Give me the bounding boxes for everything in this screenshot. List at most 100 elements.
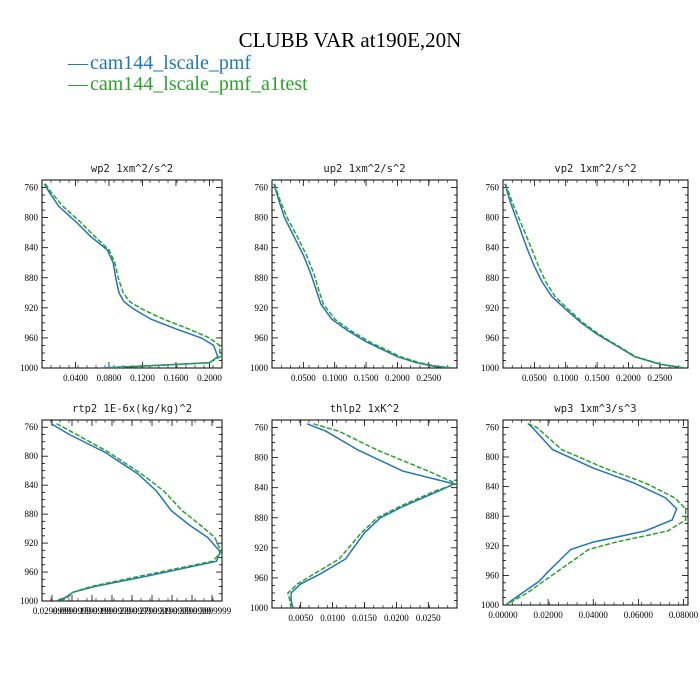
y-tick-label: 800	[486, 213, 500, 223]
subplot-title: thlp2 1xK^2	[330, 403, 400, 415]
x-tick-label: 0.1000	[553, 373, 578, 383]
y-tick-label: 920	[486, 541, 500, 551]
y-tick-label: 1000	[20, 363, 39, 373]
y-tick-label: 760	[255, 183, 269, 193]
y-tick-label: 800	[25, 213, 39, 223]
y-tick-label: 1000	[250, 363, 269, 373]
subplot-3: vp2 1xm^2/s^2 760 800 840 880 920 960 1000 0.050…	[481, 163, 689, 383]
x-tick-label: 0.1000	[322, 373, 347, 383]
series-line-pmf	[290, 423, 457, 608]
series-line-a1test	[287, 423, 457, 608]
y-tick-label: 840	[255, 243, 269, 253]
legend-label: cam144_lscale_pmf_a1test	[90, 73, 308, 95]
x-tick-label: 0.1999999	[93, 606, 132, 616]
x-tick-label: 0.2399999	[113, 606, 152, 616]
x-tick-label: 0.0050	[288, 613, 313, 623]
subplot-title: rtp2 1E-6x(kg/kg)^2	[72, 403, 192, 415]
x-tick-label: 0.0100	[320, 613, 345, 623]
x-tick-label: 0.1500	[354, 373, 379, 383]
legend-item-pmf: — cam144_lscale_pmf	[68, 52, 251, 75]
y-tick-label: 880	[486, 273, 500, 283]
y-tick-label: 920	[25, 538, 39, 548]
y-tick-label: 880	[25, 273, 39, 283]
x-tick-label: 0.2000	[616, 373, 641, 383]
y-tick-label: 920	[255, 303, 269, 313]
y-tick-label: 760	[255, 423, 269, 433]
x-tick-label: 0.0999999	[53, 606, 92, 616]
legend-line-icon: —	[68, 52, 88, 74]
y-tick-label: 760	[486, 422, 500, 432]
series-line-a1test	[44, 183, 222, 368]
y-tick-label: 880	[25, 509, 39, 519]
series-line-a1test	[504, 423, 687, 605]
y-tick-label: 760	[25, 422, 39, 432]
subplot-title: vp2 1xm^2/s^2	[554, 163, 636, 175]
subplot-title: wp2 1xm^2/s^2	[91, 163, 173, 175]
plot-frame	[502, 179, 689, 369]
y-tick-label: 960	[255, 573, 269, 583]
y-tick-label: 840	[25, 243, 39, 253]
plot-frame	[41, 419, 223, 602]
x-tick-label: 0.0500	[291, 373, 316, 383]
y-tick-label: 1000	[481, 600, 500, 610]
x-tick-label: 0.1599999	[73, 606, 112, 616]
y-tick-label: 920	[486, 303, 500, 313]
plot-frame	[271, 419, 458, 609]
y-tick-label: 840	[486, 482, 500, 492]
plot-frame	[41, 179, 223, 369]
x-tick-label: 0.3199999	[153, 606, 192, 616]
legend-line-icon: —	[68, 73, 88, 95]
y-tick-label: 960	[25, 333, 39, 343]
subplot-4: rtp2 1E-6x(kg/kg)^2 760 800 840 880 920 960 100…	[20, 403, 232, 616]
y-tick-label: 840	[255, 483, 269, 493]
x-tick-label: 0.0200	[384, 613, 409, 623]
y-tick-label: 880	[486, 511, 500, 521]
y-tick-label: 960	[486, 570, 500, 580]
x-tick-label: 0.0400	[63, 373, 88, 383]
figure-title: CLUBB VAR at190E,20N	[238, 28, 462, 52]
y-tick-label: 800	[25, 451, 39, 461]
subplot-6: wp3 1xm^3/s^3 760 800 840 880 920 960 10000.000…	[481, 403, 699, 620]
y-tick-label: 760	[25, 183, 39, 193]
y-tick-label: 800	[486, 452, 500, 462]
y-tick-label: 1000	[20, 596, 39, 606]
subplot-title: up2 1xm^2/s^2	[323, 163, 405, 175]
x-tick-label: 0.1200	[130, 373, 155, 383]
y-tick-label: 880	[255, 273, 269, 283]
x-tick-label: 0.2000	[197, 373, 222, 383]
x-tick-label: 0.0299999	[33, 606, 72, 616]
subplot-1: wp2 1xm^2/s^2 760 800 840 880 920 960 1000 0.040…	[20, 163, 223, 383]
y-tick-label: 960	[255, 333, 269, 343]
x-tick-label: 0.0150	[352, 613, 377, 623]
series-line-pmf	[504, 423, 678, 605]
series-line-pmf	[50, 422, 222, 601]
x-tick-label: 0.2500	[416, 373, 441, 383]
series-line-a1test	[504, 183, 686, 368]
y-tick-label: 880	[255, 513, 269, 523]
y-tick-label: 920	[255, 543, 269, 553]
y-tick-label: 960	[486, 333, 500, 343]
x-tick-label: 0.0250	[416, 613, 441, 623]
x-tick-label: 0.1500	[585, 373, 610, 383]
x-tick-label: 0.04000	[579, 610, 609, 620]
x-tick-label: 0.0800	[97, 373, 122, 383]
x-tick-label: 0.2000	[385, 373, 410, 383]
subplot-5: thlp2 1xK^2 760 800 840 880 920 960 1000 0.0050 0…	[250, 403, 458, 623]
y-tick-label: 840	[25, 480, 39, 490]
legend-label: cam144_lscale_pmf	[90, 52, 252, 74]
x-tick-label: 0.3999999	[193, 606, 232, 616]
legend-item-a1test: — cam144_lscale_pmf_a1test	[68, 73, 308, 96]
x-tick-label: 0.0500	[522, 373, 547, 383]
y-tick-label: 920	[25, 303, 39, 313]
x-tick-label: 0.02000	[533, 610, 563, 620]
x-tick-label: 0.00000	[488, 610, 518, 620]
subplot-title: wp3 1xm^3/s^3	[554, 403, 636, 415]
x-tick-label: 0.3599999	[173, 606, 212, 616]
y-tick-label: 760	[486, 183, 500, 193]
series-line-a1test	[56, 422, 222, 601]
y-tick-label: 800	[255, 213, 269, 223]
y-tick-label: 960	[25, 567, 39, 577]
series-line-pmf	[273, 183, 454, 368]
series-line-a1test	[273, 183, 454, 368]
